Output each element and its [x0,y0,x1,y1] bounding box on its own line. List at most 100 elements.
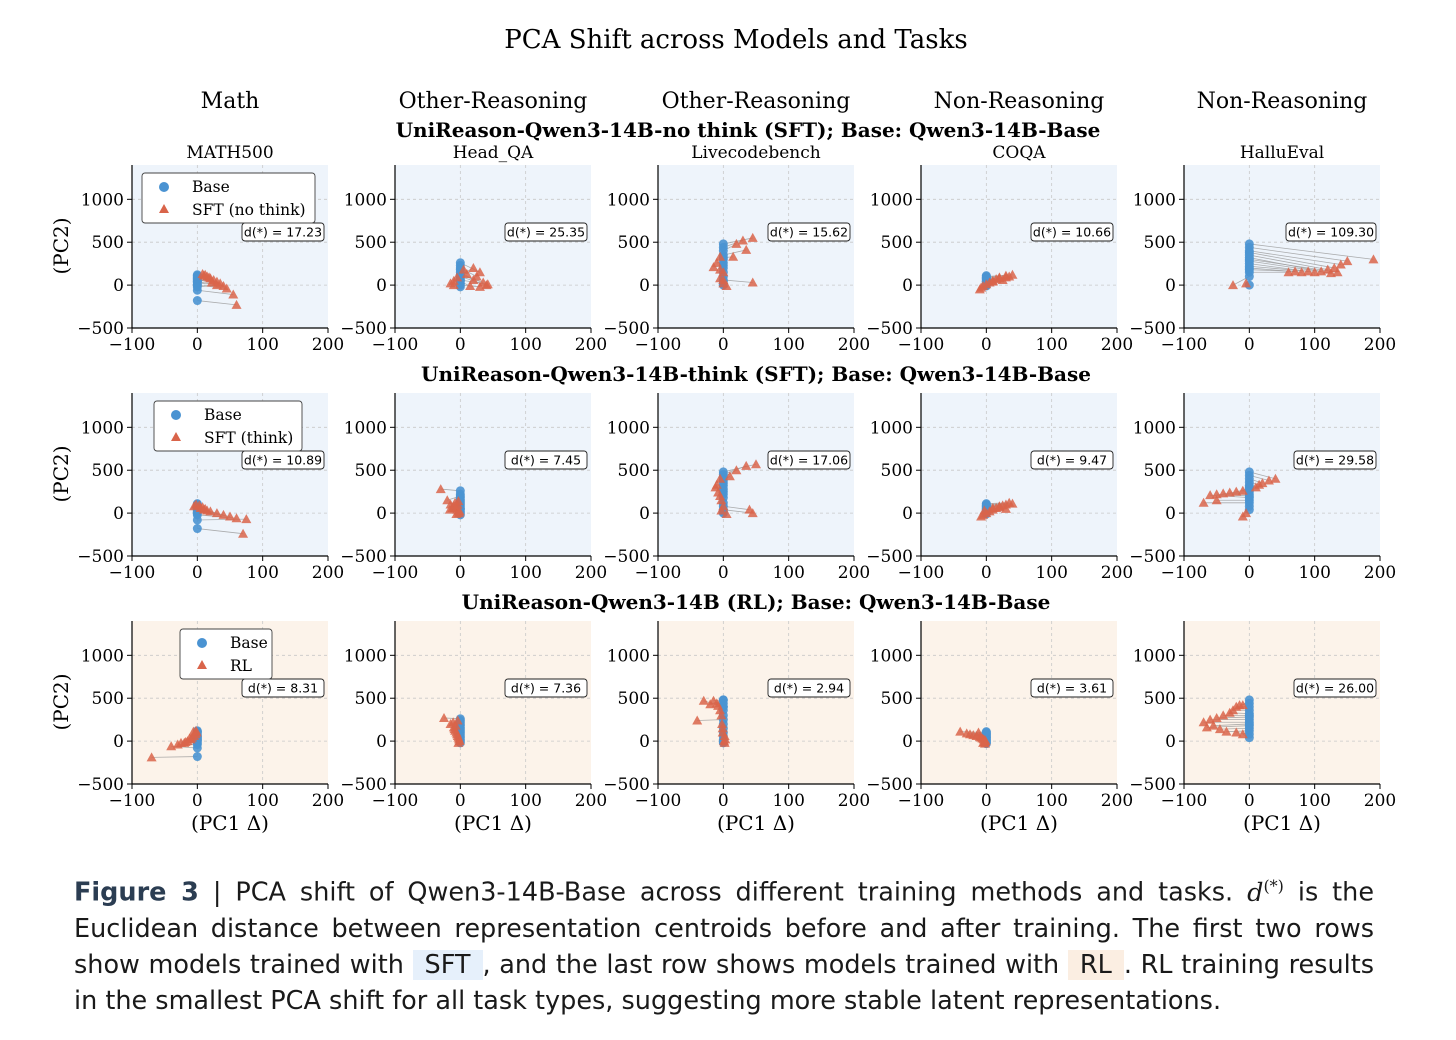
shift-line [1249,246,1348,262]
distance-label: d(*) = 8.31 [248,681,318,696]
trained-point [1237,485,1248,495]
trained-point [976,511,987,521]
x-tick-label: 200 [1364,791,1396,811]
legend-base-marker [197,638,207,648]
trained-point [747,508,758,518]
shift-line [197,300,237,306]
panel-background [658,621,854,784]
x-tick-label: 200 [1364,335,1396,355]
shift-line [1219,727,1250,730]
base-point [1244,272,1254,282]
y-tick-label: −500 [340,319,387,339]
trained-point [482,279,493,289]
y-tick-label: 1000 [607,418,650,438]
trained-point [1368,254,1379,264]
x-tick-label: 0 [718,791,729,811]
trained-point [453,737,464,747]
x-tick-label: 0 [981,791,992,811]
distance-box [1030,222,1114,242]
trained-point [1004,497,1015,507]
row-title-3: UniReason-Qwen3-14B (RL); Base: Qwen3-14… [462,590,1051,614]
y-tick-label: 1000 [1133,646,1176,666]
y-axis-label-row-1: (PC2) [49,217,73,274]
panel-r1-c3: −100 0 100 200 −500 0 500 1000 d(*) = 15.62 [603,165,870,355]
trained-point [241,514,252,524]
x-tick-label: 200 [838,335,870,355]
trained-point [1316,266,1327,276]
legend-trained-marker [159,204,169,213]
trained-point [444,504,455,514]
legend-trained-label: SFT (no think) [192,201,306,219]
x-tick-label: 0 [192,335,203,355]
trained-point [452,715,463,725]
y-tick-label: −500 [603,319,650,339]
trained-point [1283,267,1294,277]
legend-base-label: Base [192,178,230,196]
panel-background [395,393,591,556]
trained-point [1224,487,1235,497]
trained-point [228,289,239,299]
trained-point [737,235,748,245]
x-tick-label: −100 [109,791,156,811]
trained-point [1198,497,1209,507]
distance-box [1030,450,1114,470]
distance-label: d(*) = 17.06 [770,453,848,468]
distance-box [504,450,588,470]
distance-label: d(*) = 3.61 [1037,681,1107,696]
y-tick-label: 500 [1144,233,1176,253]
x-tick-label: −100 [1161,563,1208,583]
y-tick-label: 1000 [81,418,124,438]
y-tick-label: 0 [376,276,387,296]
legend-box [153,400,303,452]
shift-line [1249,260,1332,274]
trained-point [974,284,985,294]
distance-box [241,678,325,698]
x-tick-label: 100 [246,791,278,811]
trained-point [474,281,485,291]
y-tick-label: 1000 [81,190,124,210]
y-tick-label: 0 [113,504,124,524]
x-tick-label: −100 [635,791,682,811]
y-tick-label: 0 [639,276,650,296]
distance-box [767,450,851,470]
x-tick-label: 0 [1244,563,1255,583]
x-tick-label: 200 [312,791,344,811]
trained-point [728,251,739,261]
panel-r1-c1: −100 0 100 200 −500 0 500 1000 d(*) = 17.23 Base S… [77,165,344,355]
trained-point [1303,266,1314,276]
y-tick-label: −500 [866,319,913,339]
trained-point [1231,727,1242,737]
y-tick-label: 0 [376,732,387,752]
trained-point [1224,707,1235,717]
trained-point [211,280,222,290]
panel-background [658,165,854,328]
y-tick-label: −500 [866,775,913,795]
distance-box [1293,678,1377,698]
distance-label: d(*) = 2.94 [774,681,844,696]
trained-point [741,460,752,470]
x-tick-label: 200 [838,791,870,811]
y-tick-label: 0 [1165,732,1176,752]
panel-background [921,393,1117,556]
base-point [718,695,728,705]
x-tick-label: 200 [838,563,870,583]
distance-label: d(*) = 15.62 [770,225,848,240]
trained-point [716,710,727,720]
trained-point [747,232,758,242]
distance-box [504,222,588,242]
trained-point [708,262,719,272]
x-tick-label: −100 [1161,335,1208,355]
panel-r3-c5: −100 0 100 200 −500 0 500 1000 d(*) = 26.00 [1129,621,1396,811]
trained-point [715,473,726,483]
shift-line [1249,250,1341,265]
y-tick-label: 0 [902,276,913,296]
y-tick-label: 500 [92,461,124,481]
x-tick-label: 200 [575,563,607,583]
caption-d-superscript: (*) [1263,876,1284,895]
y-tick-label: 0 [902,504,913,524]
y-tick-label: 500 [92,689,124,709]
y-tick-label: 0 [1165,276,1176,296]
base-point [192,752,202,762]
x-tick-label: 0 [981,335,992,355]
y-tick-label: −500 [1129,547,1176,567]
